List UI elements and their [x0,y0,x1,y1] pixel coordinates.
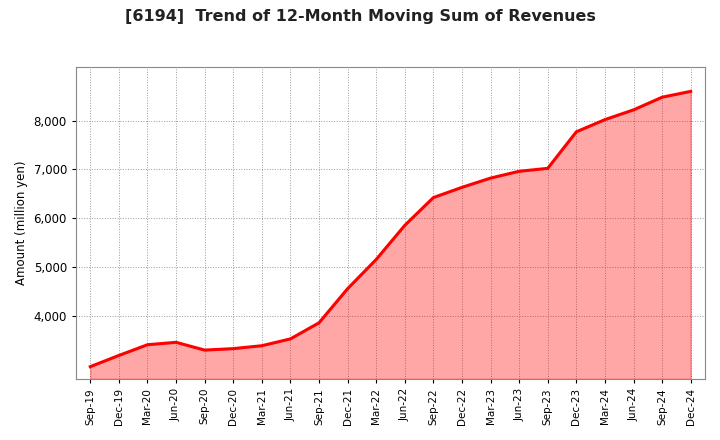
Y-axis label: Amount (million yen): Amount (million yen) [15,161,28,285]
Text: [6194]  Trend of 12-Month Moving Sum of Revenues: [6194] Trend of 12-Month Moving Sum of R… [125,9,595,24]
